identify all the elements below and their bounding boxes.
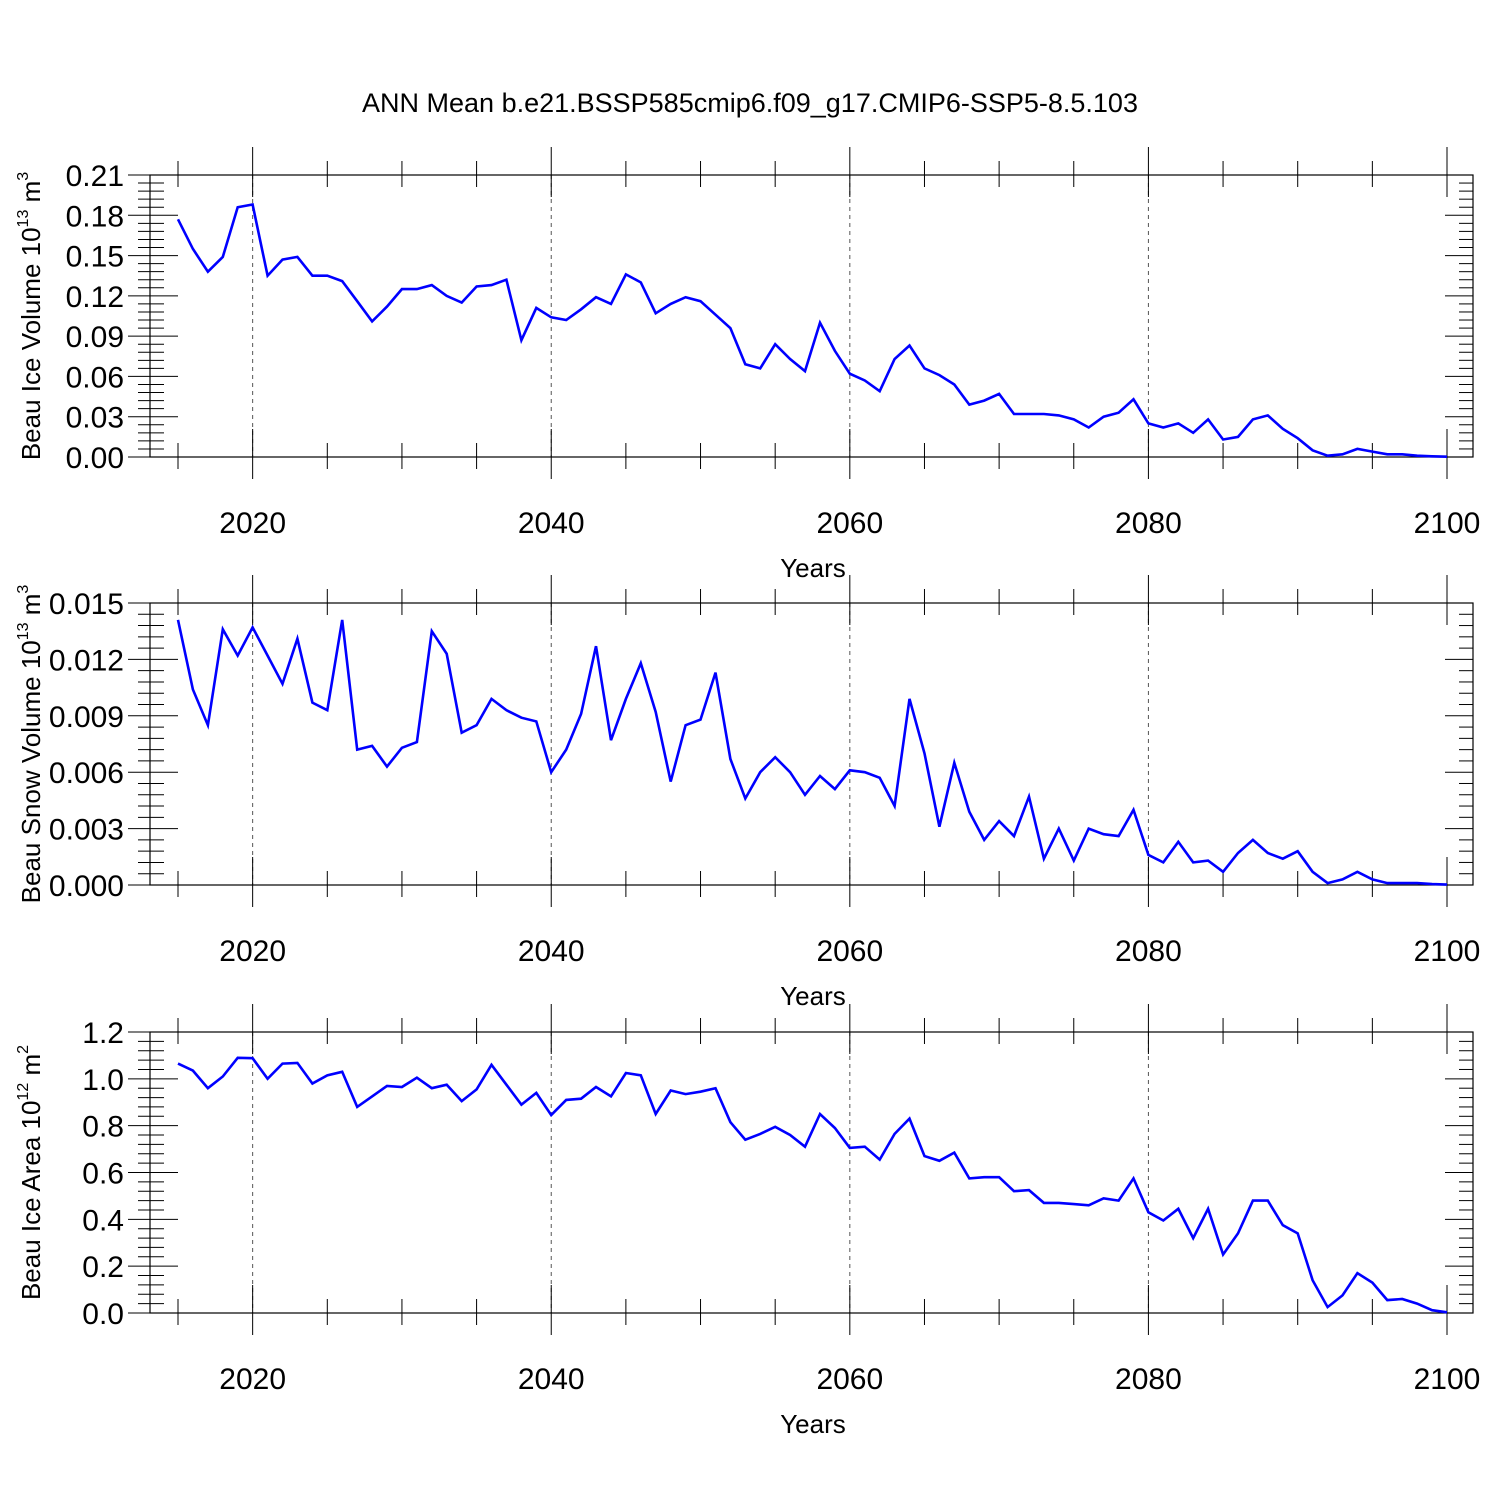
y-tick-label: 0.4 [82, 1204, 124, 1237]
plot-frame [149, 174, 1474, 458]
x-axis-label: Years [780, 981, 846, 1011]
x-tick-label: 2040 [518, 935, 585, 968]
y-tick-label: 0.12 [66, 281, 124, 314]
y-tick-label: 0.00 [66, 442, 124, 475]
x-tick-label: 2040 [518, 1363, 585, 1396]
y-label-unit-exponent: 2 [15, 1045, 32, 1054]
y-tick-label: 0.8 [82, 1111, 124, 1144]
x-tick-label: 2060 [816, 507, 883, 540]
x-tick-label: 2020 [219, 507, 286, 540]
y-tick-label: 0.000 [49, 870, 124, 903]
y-tick-label: 0.0 [82, 1298, 124, 1331]
y-axis-label: Beau Ice Volume 1013 m3 [15, 172, 46, 460]
x-tick-label: 2080 [1115, 1363, 1182, 1396]
x-tick-label: 2060 [816, 935, 883, 968]
y-tick-label: 1.2 [82, 1017, 124, 1050]
y-label-text: Beau Ice Area 10 [16, 1101, 46, 1300]
x-tick-label: 2040 [518, 507, 585, 540]
y-tick-label: 1.0 [82, 1064, 124, 1097]
x-axis-label: Years [780, 553, 846, 583]
chart-panel-1: 0.00 0.03 0.06 0.09 0.12 0.15 0.18 0.21 2020 2040… [15, 147, 1480, 583]
y-tick-label: 0.2 [82, 1251, 124, 1284]
plot-frame [149, 602, 1474, 886]
y-tick-label: 0.18 [66, 200, 124, 233]
y-tick-label: 0.21 [66, 160, 124, 193]
x-tick-label: 2080 [1115, 935, 1182, 968]
y-tick-label: 0.009 [49, 701, 124, 734]
y-label-unit-exponent: 3 [15, 172, 32, 181]
x-tick-label: 2020 [219, 1363, 286, 1396]
y-label-exponent: 13 [15, 622, 32, 640]
y-tick-label: 0.015 [49, 588, 124, 621]
series-line-1 [176, 202, 1448, 458]
y-label-unit: m [16, 1054, 46, 1083]
y-label-unit-exponent: 3 [15, 585, 32, 594]
y-tick-label: 0.003 [49, 814, 124, 847]
x-tick-label: 2100 [1414, 507, 1481, 540]
y-axis-label: Beau Ice Area 1012 m2 [15, 1045, 46, 1300]
chart-panel-3: 0.0 0.2 0.4 0.6 0.8 1.0 1.2 2020 2040 2060 2080 210… [15, 1004, 1480, 1439]
y-label-unit: m [16, 181, 46, 210]
x-axis-label: Years [780, 1409, 846, 1439]
y-label-unit: m [16, 594, 46, 623]
y-tick-label: 0.09 [66, 321, 124, 354]
x-tick-label: 2100 [1414, 935, 1481, 968]
series-line-2 [176, 619, 1448, 886]
x-tick-label: 2100 [1414, 1363, 1481, 1396]
y-tick-label: 0.012 [49, 644, 124, 677]
x-tick-label: 2060 [816, 1363, 883, 1396]
figure-title: ANN Mean b.e21.BSSP585cmip6.f09_g17.CMIP… [362, 88, 1138, 118]
y-tick-label: 0.15 [66, 241, 124, 274]
y-tick-label: 0.6 [82, 1158, 124, 1191]
y-label-text: Beau Snow Volume 10 [16, 640, 46, 903]
y-label-exponent: 13 [15, 210, 32, 228]
x-tick-label: 2020 [219, 935, 286, 968]
y-label-text: Beau Ice Volume 10 [16, 227, 46, 460]
chart-panel-2: 0.000 0.003 0.006 0.009 0.012 0.015 2020 2040 20… [15, 575, 1480, 1011]
y-axis-label: Beau Snow Volume 1013 m3 [15, 585, 46, 904]
y-tick-label: 0.006 [49, 757, 124, 790]
y-tick-label: 0.06 [66, 361, 124, 394]
series-line-3 [177, 1056, 1448, 1314]
x-tick-label: 2080 [1115, 507, 1182, 540]
y-tick-label: 0.03 [66, 402, 124, 435]
y-label-exponent: 12 [15, 1083, 32, 1101]
